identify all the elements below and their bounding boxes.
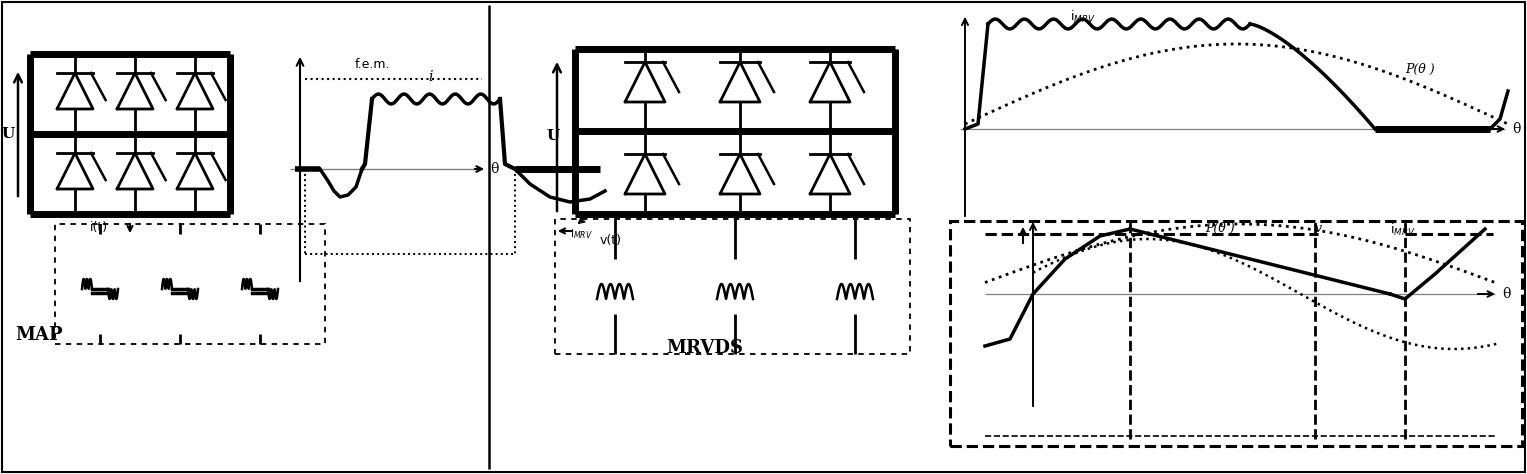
Bar — [950, 221, 1522, 446]
Text: i$_{MRV}$: i$_{MRV}$ — [570, 227, 592, 241]
Text: i$_{MRV}$: i$_{MRV}$ — [1070, 9, 1096, 25]
Text: θ: θ — [490, 162, 498, 176]
Bar — [55, 224, 325, 344]
Text: θ: θ — [1512, 122, 1521, 136]
Text: U: U — [547, 129, 560, 143]
Text: MAP: MAP — [15, 326, 63, 344]
Text: P(θ ): P(θ ) — [1405, 63, 1435, 75]
Text: U: U — [2, 127, 15, 141]
Text: i(t): i(t) — [90, 221, 108, 234]
Text: i: i — [428, 70, 432, 84]
Text: P(θ ): P(θ ) — [1205, 222, 1235, 235]
Text: f.e.m.: f.e.m. — [354, 58, 391, 71]
Bar — [554, 219, 910, 354]
Text: v: v — [1315, 222, 1322, 235]
Text: v(t): v(t) — [600, 234, 621, 247]
Text: θ: θ — [1503, 287, 1510, 301]
Text: MRVDS: MRVDS — [666, 339, 744, 357]
Text: i$_{MRV}$: i$_{MRV}$ — [1390, 222, 1416, 238]
